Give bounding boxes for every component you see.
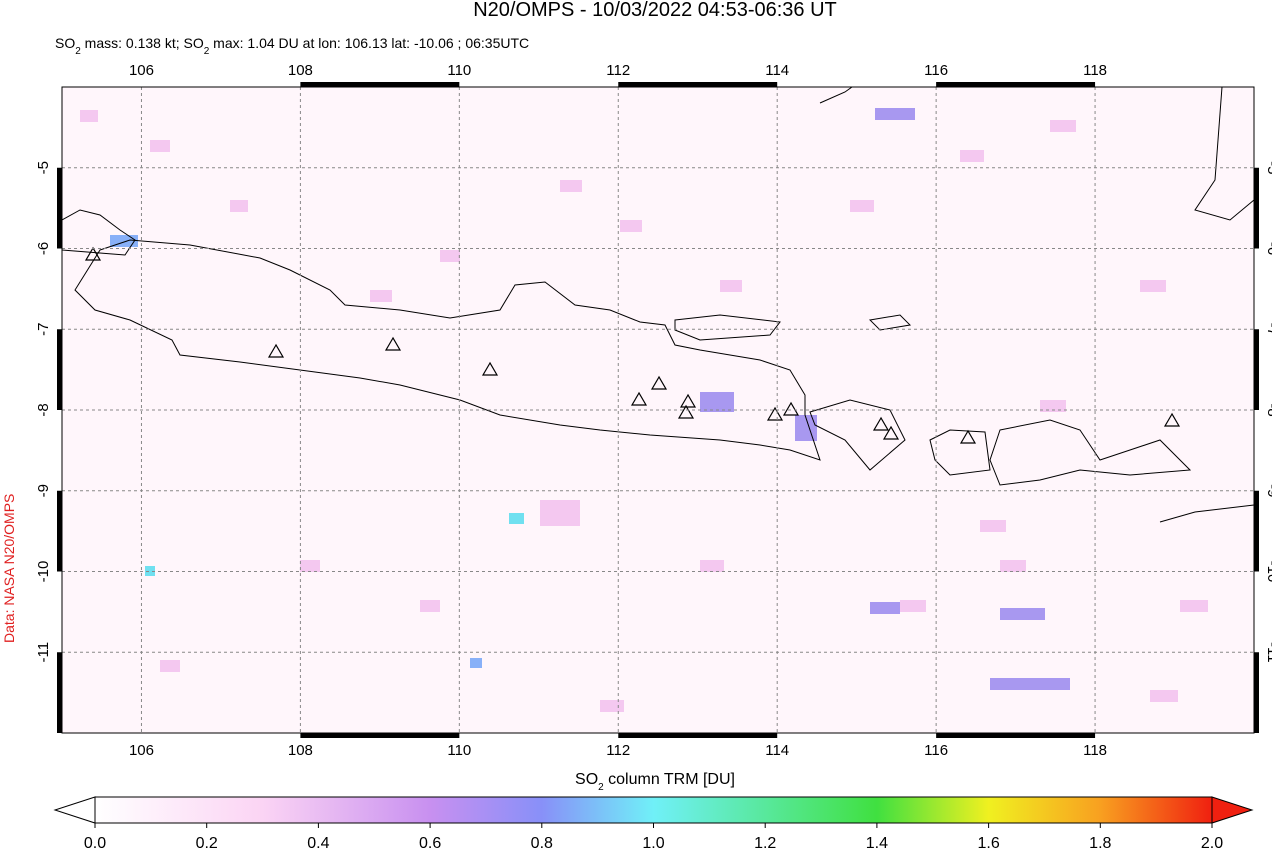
y-tick-label: -11 (1264, 642, 1272, 663)
frame-band (1254, 490, 1259, 572)
x-tick-label: 110 (447, 742, 471, 759)
x-tick-label: 108 (288, 62, 313, 79)
text-part: mass: 0.138 kt; SO (81, 35, 204, 51)
frame-band (1254, 167, 1259, 249)
y-tick-label: -8 (1264, 403, 1272, 416)
colorbar-ticks: 0.0 0.2 0.4 0.6 0.8 1.0 1.2 1.4 1.6 1.8 2.0 (84, 823, 1223, 852)
frame-band (936, 733, 1096, 738)
axes: 106 106 108 108 110 110 112 112 114 114 116 116 118 1… (35, 62, 1272, 759)
colorbar-tick-label: 0.8 (531, 835, 553, 852)
y-tick-label: -5 (1264, 161, 1272, 174)
frame-band (57, 652, 62, 733)
text-part: max: 1.04 DU at lon: 106.13 lat: -10.06 … (209, 35, 529, 51)
frame-band (57, 167, 62, 249)
frame-band (300, 733, 460, 738)
y-tick-label: -5 (35, 161, 52, 174)
subscript: 2 (204, 46, 210, 57)
text-part: column TRM [DU] (604, 771, 735, 788)
colorbar-tick-label: 2.0 (1201, 835, 1223, 852)
coastlines (62, 87, 1254, 523)
credit: Data: NASA N20/OMPS (1, 494, 17, 643)
colorbar-tick-label: 0.2 (196, 835, 218, 852)
colorbar-tick-label: 0.4 (307, 835, 329, 852)
frame-band (618, 82, 778, 87)
map-area (62, 87, 1254, 733)
colorbar-tick-label: 0.0 (84, 835, 106, 852)
y-tick-label: -10 (1264, 561, 1272, 583)
y-tick-label: -6 (35, 242, 52, 255)
colorbar-max-arrow (1211, 796, 1254, 824)
colorbar (94, 796, 1213, 824)
frame-band (57, 490, 62, 572)
subscript: 2 (75, 46, 81, 57)
x-tick-label: 108 (288, 742, 313, 759)
x-tick-label: 106 (129, 62, 154, 79)
y-tick-label: -7 (1264, 323, 1272, 336)
x-tick-label: 114 (765, 742, 789, 759)
x-tick-label: 112 (606, 62, 630, 79)
frame-band (300, 82, 460, 87)
x-tick-label: 110 (447, 62, 471, 79)
x-tick-label: 112 (606, 742, 630, 759)
subscript: 2 (598, 782, 604, 793)
x-tick-label: 118 (1083, 62, 1107, 79)
y-tick-label: -11 (35, 642, 52, 663)
frame-band (1254, 329, 1259, 410)
y-tick-label: -10 (35, 561, 52, 583)
colorbar-label: SO2 column TRM [DU] (575, 771, 735, 793)
subtitle: SO2 mass: 0.138 kt; SO2 max: 1.04 DU at … (55, 35, 529, 57)
colorbar-tick-label: 1.6 (977, 835, 999, 852)
y-tick-label: -7 (35, 323, 52, 336)
x-tick-label: 118 (1083, 742, 1107, 759)
volcano-markers (84, 246, 1181, 444)
y-tick-label: -9 (1264, 484, 1272, 497)
colorbar-min-arrow (53, 796, 96, 824)
text-part: SO (55, 35, 75, 51)
y-tick-label: -6 (1264, 242, 1272, 255)
text-part: SO (575, 771, 598, 788)
x-tick-label: 106 (129, 742, 154, 759)
x-tick-label: 114 (765, 62, 789, 79)
colorbar-tick-label: 1.2 (754, 835, 776, 852)
frame-band (618, 733, 778, 738)
colorbar-tick-label: 1.8 (1089, 835, 1111, 852)
retrieval-pixels (80, 110, 1208, 712)
colorbar-tick-label: 1.0 (642, 835, 664, 852)
x-tick-label: 116 (924, 62, 948, 79)
frame-band (1254, 652, 1259, 733)
colorbar-tick-label: 1.4 (866, 835, 888, 852)
frame-band (57, 329, 62, 410)
y-tick-label: -8 (35, 403, 52, 416)
title: N20/OMPS - 10/03/2022 04:53-06:36 UT (473, 0, 837, 21)
x-tick-label: 116 (924, 742, 948, 759)
frame-band (936, 82, 1096, 87)
y-tick-label: -9 (35, 484, 52, 497)
colorbar-tick-label: 0.6 (419, 835, 441, 852)
